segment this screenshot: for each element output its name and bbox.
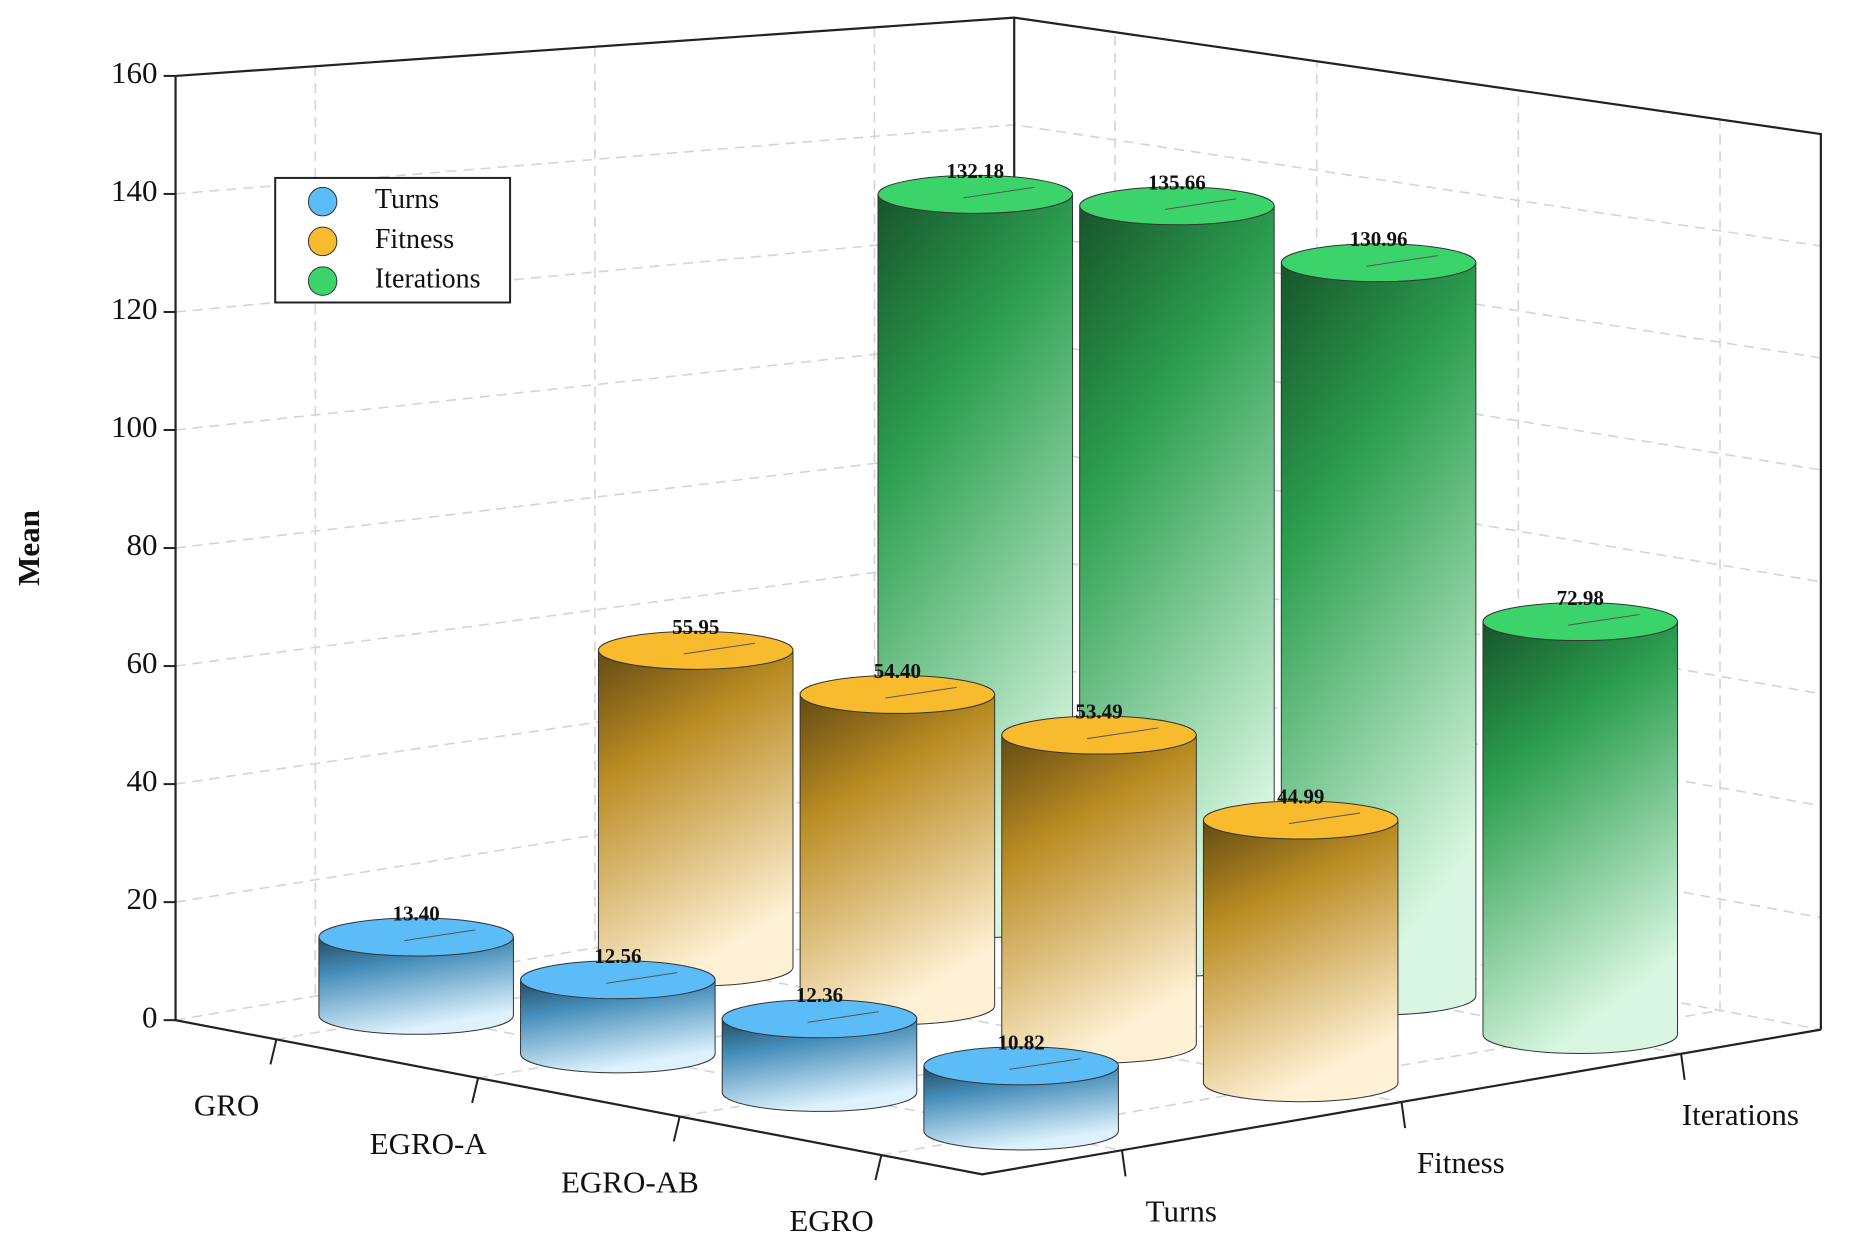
series-tick — [1680, 1053, 1686, 1080]
data-label: 44.99 — [1277, 785, 1324, 809]
bar-cap — [1202, 800, 1399, 840]
x-tick — [269, 1039, 278, 1065]
bar-cap — [1001, 715, 1197, 755]
y-tick-label: 120 — [111, 291, 158, 326]
bar-cap — [520, 960, 716, 1000]
bar-cap — [877, 174, 1074, 214]
data-label: 130.96 — [1350, 227, 1408, 251]
x-tick-label: EGRO-AB — [561, 1164, 699, 1199]
legend-label: Iterations — [375, 264, 481, 295]
axis-frame — [175, 16, 1822, 1030]
series-tick — [1400, 1101, 1407, 1129]
bar-body — [1482, 621, 1679, 1054]
bar-cap — [597, 630, 794, 670]
cap-highlight — [1366, 255, 1438, 267]
x-tick-label: EGRO — [789, 1203, 873, 1238]
data-label: 55.95 — [672, 615, 719, 639]
grid-line — [175, 445, 1821, 583]
series-tick-label: Iterations — [1682, 1097, 1799, 1132]
y-tick-label: 40 — [127, 763, 158, 798]
y-tick-label: 80 — [127, 527, 158, 562]
bar-cap — [799, 674, 996, 714]
y-tick-label: 100 — [111, 409, 158, 444]
data-label: 10.82 — [998, 1030, 1045, 1054]
bar-body — [1001, 734, 1197, 1064]
y-tick-label: 60 — [127, 645, 158, 680]
cap-highlight — [807, 1011, 879, 1023]
data-label: 13.40 — [393, 902, 440, 926]
bar-cap — [923, 1046, 1119, 1086]
y-tick-label: 140 — [111, 173, 158, 208]
cap-highlight — [963, 186, 1035, 199]
x-tick — [874, 1154, 883, 1181]
bar-body — [721, 1018, 918, 1112]
cap-highlight — [1568, 613, 1640, 626]
data-label: 53.49 — [1075, 700, 1122, 724]
legend-label: Turns — [375, 184, 439, 215]
data-label: 72.98 — [1557, 586, 1604, 610]
bar-body — [520, 979, 716, 1074]
data-label: 132.18 — [946, 159, 1004, 183]
x-tick — [672, 1116, 681, 1142]
series-tick — [1120, 1150, 1127, 1177]
legend-marker — [307, 186, 338, 217]
cap-highlight — [1087, 727, 1159, 740]
cap-highlight — [1009, 1058, 1081, 1070]
y-tick-label: 160 — [111, 55, 158, 90]
bar-body — [799, 693, 996, 1026]
cap-highlight — [1288, 812, 1361, 825]
cap-highlight — [1164, 198, 1237, 210]
y-tick-label: 0 — [142, 999, 158, 1034]
x-tick-label: EGRO-A — [370, 1126, 488, 1161]
grid-line — [175, 338, 1821, 471]
data-label: 54.40 — [874, 659, 921, 683]
grid-line-vertical — [881, 119, 1721, 1156]
bar-body — [318, 936, 514, 1035]
data-label: 12.36 — [796, 983, 843, 1007]
y-axis-label: Mean — [11, 510, 46, 586]
bar-cap — [1280, 243, 1477, 283]
series-tick-label: Fitness — [1417, 1145, 1505, 1180]
cap-highlight — [683, 642, 756, 655]
bar-cap — [1482, 602, 1679, 642]
bar-body — [597, 649, 794, 987]
legend-marker — [307, 226, 338, 257]
bar-body — [1202, 819, 1399, 1103]
legend-marker — [307, 266, 338, 296]
cap-highlight — [404, 929, 476, 942]
cap-highlight — [605, 972, 678, 984]
data-label: 12.56 — [594, 944, 641, 968]
bar-cap — [1079, 186, 1275, 226]
x-tick — [471, 1077, 480, 1104]
series-tick-label: Turns — [1146, 1193, 1217, 1228]
grid-line-vertical — [314, 66, 1123, 1152]
cap-highlight — [885, 686, 957, 699]
bar-body — [923, 1065, 1119, 1151]
data-label: 135.66 — [1148, 170, 1206, 194]
bar-cap — [318, 917, 514, 957]
bar-cap — [721, 999, 918, 1039]
x-tick-label: GRO — [194, 1087, 259, 1122]
y-tick-label: 20 — [127, 881, 158, 916]
legend-label: Fitness — [375, 224, 454, 255]
